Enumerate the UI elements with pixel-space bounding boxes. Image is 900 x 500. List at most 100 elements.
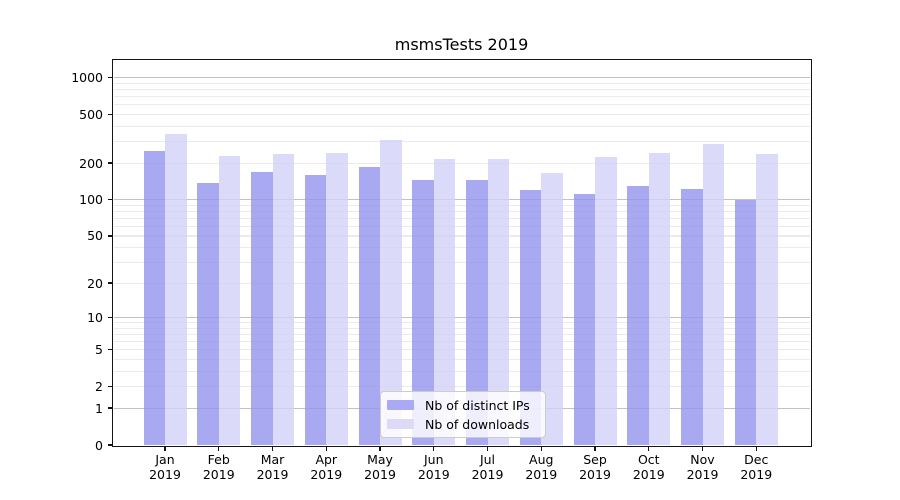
minor-gridline bbox=[113, 125, 810, 127]
x-tick-mark bbox=[486, 446, 489, 451]
y-tick-label: 100 bbox=[79, 192, 103, 208]
bar-nb-of-distinct-ips-sep bbox=[573, 193, 595, 445]
x-tick-mark bbox=[540, 446, 542, 451]
legend-swatch-downloads bbox=[387, 419, 414, 429]
minor-gridline bbox=[113, 282, 810, 284]
bar-nb-of-downloads-jul bbox=[487, 158, 509, 445]
minor-gridline bbox=[113, 261, 810, 263]
minor-gridline bbox=[113, 358, 810, 360]
minor-gridline bbox=[113, 141, 810, 143]
minor-gridline bbox=[113, 89, 810, 91]
y-tick-label: 5 bbox=[95, 342, 103, 358]
minor-gridline bbox=[113, 327, 810, 329]
x-tick-mark bbox=[271, 446, 274, 451]
y-tick-label: 0 bbox=[95, 437, 103, 453]
x-tick-label: Oct 2019 bbox=[621, 452, 677, 482]
bar-nb-of-distinct-ips-aug bbox=[519, 190, 542, 445]
y-tick-mark bbox=[107, 77, 112, 79]
x-tick-month: Jul bbox=[479, 452, 496, 467]
x-tick-label: Mar 2019 bbox=[245, 452, 301, 482]
bar-nb-of-downloads-feb bbox=[218, 155, 241, 445]
minor-gridline bbox=[113, 235, 810, 237]
bar-nb-of-distinct-ips-mar bbox=[251, 171, 273, 445]
y-tick-label: 2 bbox=[95, 379, 103, 395]
x-tick-month: Dec bbox=[744, 452, 769, 467]
bar-nb-of-downloads-jun bbox=[433, 159, 456, 445]
x-tick-year: 2019 bbox=[471, 467, 504, 482]
x-tick-year: 2019 bbox=[149, 467, 181, 482]
minor-gridline bbox=[113, 349, 810, 351]
y-tick-label: 200 bbox=[79, 155, 103, 171]
x-tick-label: May 2019 bbox=[352, 452, 408, 482]
y-tick-mark bbox=[107, 349, 112, 351]
y-tick-mark bbox=[107, 385, 112, 388]
x-tick-label: Feb 2019 bbox=[191, 452, 247, 482]
major-gridline bbox=[113, 199, 810, 201]
x-tick-label: Jul 2019 bbox=[460, 452, 516, 482]
x-tick-label: Aug 2019 bbox=[513, 452, 569, 482]
minor-gridline bbox=[113, 210, 810, 212]
bar-nb-of-distinct-ips-oct bbox=[627, 185, 649, 445]
x-tick-label: Jun 2019 bbox=[406, 452, 462, 482]
x-tick-label: Nov 2019 bbox=[675, 452, 731, 482]
x-tick-year: 2019 bbox=[740, 467, 773, 482]
minor-gridline bbox=[113, 104, 810, 106]
major-gridline bbox=[113, 316, 810, 319]
major-gridline bbox=[113, 77, 810, 79]
bar-nb-of-downloads-nov bbox=[702, 144, 724, 445]
bar-nb-of-distinct-ips-feb bbox=[197, 183, 219, 445]
y-tick-label: 1 bbox=[95, 400, 103, 416]
chart-title: msmsTests 2019 bbox=[394, 35, 529, 54]
y-tick-mark bbox=[107, 198, 112, 201]
bar-nb-of-downloads-oct bbox=[648, 152, 671, 445]
minor-gridline bbox=[113, 96, 810, 98]
x-tick-label: Apr 2019 bbox=[298, 452, 354, 482]
y-tick-mark bbox=[107, 444, 112, 446]
bar-nb-of-downloads-sep bbox=[595, 157, 617, 445]
y-tick-mark bbox=[107, 113, 112, 116]
legend: Nb of distinct IPs Nb of downloads bbox=[380, 391, 546, 438]
bar-nb-of-distinct-ips-jan bbox=[143, 151, 165, 445]
x-tick-year: 2019 bbox=[202, 467, 235, 482]
bar-nb-of-distinct-ips-dec bbox=[734, 199, 757, 445]
x-tick-year: 2019 bbox=[686, 467, 719, 482]
bar-nb-of-distinct-ips-apr bbox=[304, 174, 327, 445]
legend-item-distinct-ips: Nb of distinct IPs bbox=[387, 396, 545, 415]
x-tick-month: May bbox=[367, 452, 393, 467]
y-tick-mark bbox=[107, 235, 112, 237]
minor-gridline bbox=[113, 162, 810, 164]
x-tick-mark bbox=[701, 446, 704, 451]
legend-swatch-distinct-ips bbox=[387, 400, 414, 410]
x-tick-mark bbox=[433, 446, 435, 451]
x-tick-month: Feb bbox=[207, 452, 230, 467]
x-tick-year: 2019 bbox=[579, 467, 611, 482]
bar-nb-of-downloads-jan bbox=[165, 134, 187, 445]
minor-gridline bbox=[113, 333, 810, 335]
bar-nb-of-downloads-aug bbox=[541, 172, 563, 445]
minor-gridline bbox=[113, 370, 810, 372]
x-tick-year: 2019 bbox=[310, 467, 343, 482]
x-tick-mark bbox=[648, 446, 650, 451]
x-tick-mark bbox=[379, 446, 381, 451]
y-tick-label: 1000 bbox=[71, 70, 103, 86]
x-tick-label: Sep 2019 bbox=[567, 452, 623, 482]
minor-gridline bbox=[113, 82, 810, 84]
bar-nb-of-downloads-apr bbox=[326, 152, 348, 445]
x-tick-year: 2019 bbox=[525, 467, 558, 482]
minor-gridline bbox=[113, 322, 810, 324]
y-tick-mark bbox=[107, 162, 112, 164]
x-tick-label: Dec 2019 bbox=[728, 452, 784, 482]
bar-nb-of-distinct-ips-jun bbox=[412, 180, 434, 445]
x-tick-month: Oct bbox=[637, 452, 660, 467]
x-tick-mark bbox=[218, 446, 220, 451]
minor-gridline bbox=[113, 217, 810, 219]
legend-item-downloads: Nb of downloads bbox=[387, 415, 545, 434]
bar-nb-of-downloads-dec bbox=[756, 154, 778, 445]
x-tick-mark bbox=[594, 446, 596, 451]
bar-nb-of-downloads-may bbox=[380, 139, 402, 445]
y-tick-mark bbox=[107, 407, 112, 409]
y-tick-label: 10 bbox=[87, 310, 103, 326]
x-tick-year: 2019 bbox=[632, 467, 665, 482]
x-tick-year: 2019 bbox=[417, 467, 450, 482]
minor-gridline bbox=[113, 225, 810, 227]
